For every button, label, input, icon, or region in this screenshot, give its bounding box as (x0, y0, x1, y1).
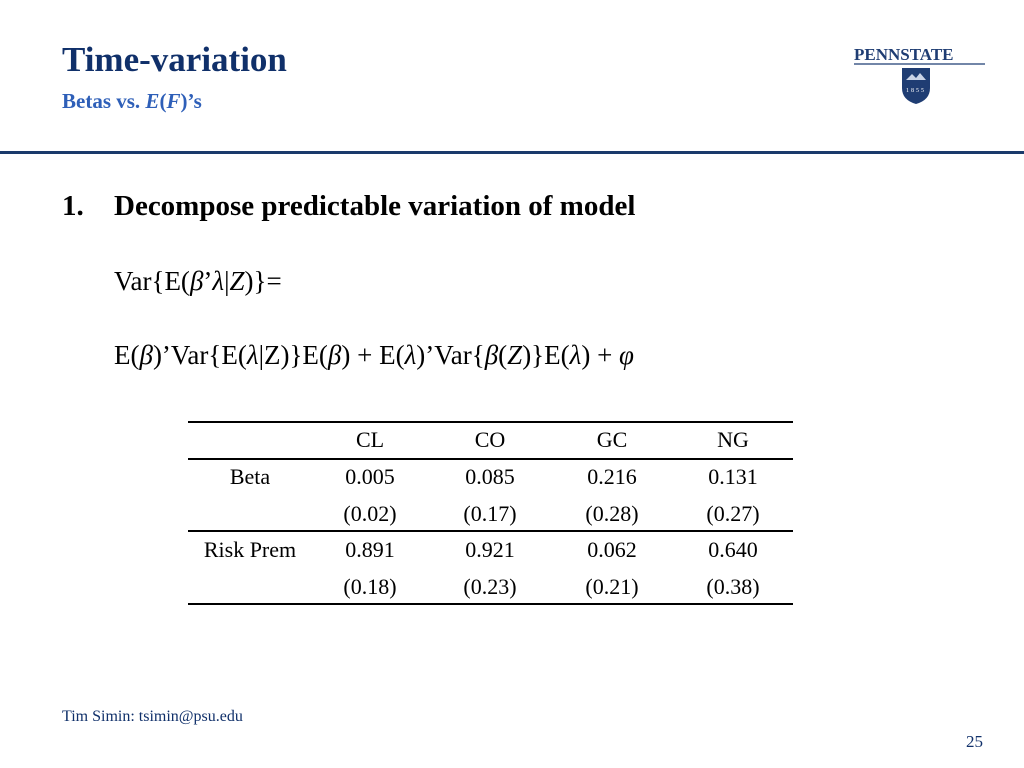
logo: PENNSTATE 1855 (854, 45, 985, 104)
footer: Tim Simin: tsimin@psu.edu (62, 708, 243, 725)
equation: Var{E(β’λ|Z)}= (114, 266, 282, 297)
title: Time-variation (62, 40, 287, 79)
equation-part: β (327, 340, 342, 370)
table-rule (188, 458, 793, 460)
header-rule (0, 151, 1024, 154)
list-text: Decompose predictable variation of model (114, 190, 636, 222)
estimate: 0.216 (587, 464, 637, 489)
table-rule (188, 530, 793, 532)
column-header: GC (596, 427, 628, 452)
equation-part: ) + E( (341, 340, 405, 370)
page-number: 25 (966, 732, 983, 751)
equation: E(β)’Var{E(λ|Z)}E(β) + E(λ)’Var{β(Z)}E(λ… (114, 340, 634, 371)
equation-part: | (224, 266, 230, 296)
std-error: (0.17) (463, 501, 517, 526)
equation-part: )’Var{E( (152, 340, 247, 370)
estimate: 0.921 (465, 537, 515, 562)
equation-part: φ (619, 340, 634, 370)
estimate: 0.005 (345, 464, 395, 489)
equation-part: λ (212, 266, 225, 296)
subtitle-part: Betas vs. (62, 89, 146, 113)
equation-part: λ (246, 340, 259, 370)
column-header: NG (717, 427, 749, 452)
row-label: Beta (229, 464, 271, 489)
table-rule (188, 603, 793, 605)
estimate: 0.085 (465, 464, 515, 489)
estimate: 0.640 (708, 537, 758, 562)
subtitle-part: ( (159, 89, 167, 113)
std-error: (0.02) (343, 501, 397, 526)
equation-part: β (189, 266, 204, 296)
equation-part: )}E( (522, 340, 570, 370)
column-header: CO (474, 427, 506, 452)
logo-year: 1855 (906, 88, 926, 94)
std-error: (0.38) (706, 574, 760, 599)
equation-part: E( (114, 340, 140, 370)
equation-part: )}= (244, 266, 282, 296)
table-rule (188, 421, 793, 423)
estimate: 0.131 (708, 464, 758, 489)
equation-part: ) + (581, 340, 620, 370)
equation-part: β (139, 340, 153, 370)
list-number: 1. (62, 190, 84, 222)
subtitle: Betas vs. E(F)’s (62, 89, 202, 114)
subtitle-part: E (145, 89, 160, 113)
row-label: Risk Prem (203, 537, 297, 562)
subtitle-part: )’s (180, 89, 202, 113)
equation-part: λ (569, 340, 582, 370)
logo-text: PENNSTATE (854, 45, 954, 64)
subtitle-part: F (166, 89, 181, 113)
estimate: 0.062 (587, 537, 637, 562)
estimate: 0.891 (345, 537, 395, 562)
equation-part: β (484, 340, 499, 370)
std-error: (0.27) (706, 501, 760, 526)
equation-part: ( (498, 340, 508, 370)
std-error: (0.23) (463, 574, 517, 599)
equation-part: ’ (203, 266, 213, 296)
equation-part: )’Var{ (416, 340, 485, 370)
std-error: (0.18) (343, 574, 397, 599)
column-header: CL (355, 427, 385, 452)
equation-part: Z (229, 266, 245, 296)
equation-part: Var{E( (114, 266, 190, 296)
equation-part: Z (507, 340, 523, 370)
equation-part: |Z)}E( (258, 340, 328, 370)
std-error: (0.21) (585, 574, 639, 599)
std-error: (0.28) (585, 501, 639, 526)
equation-part: λ (404, 340, 417, 370)
